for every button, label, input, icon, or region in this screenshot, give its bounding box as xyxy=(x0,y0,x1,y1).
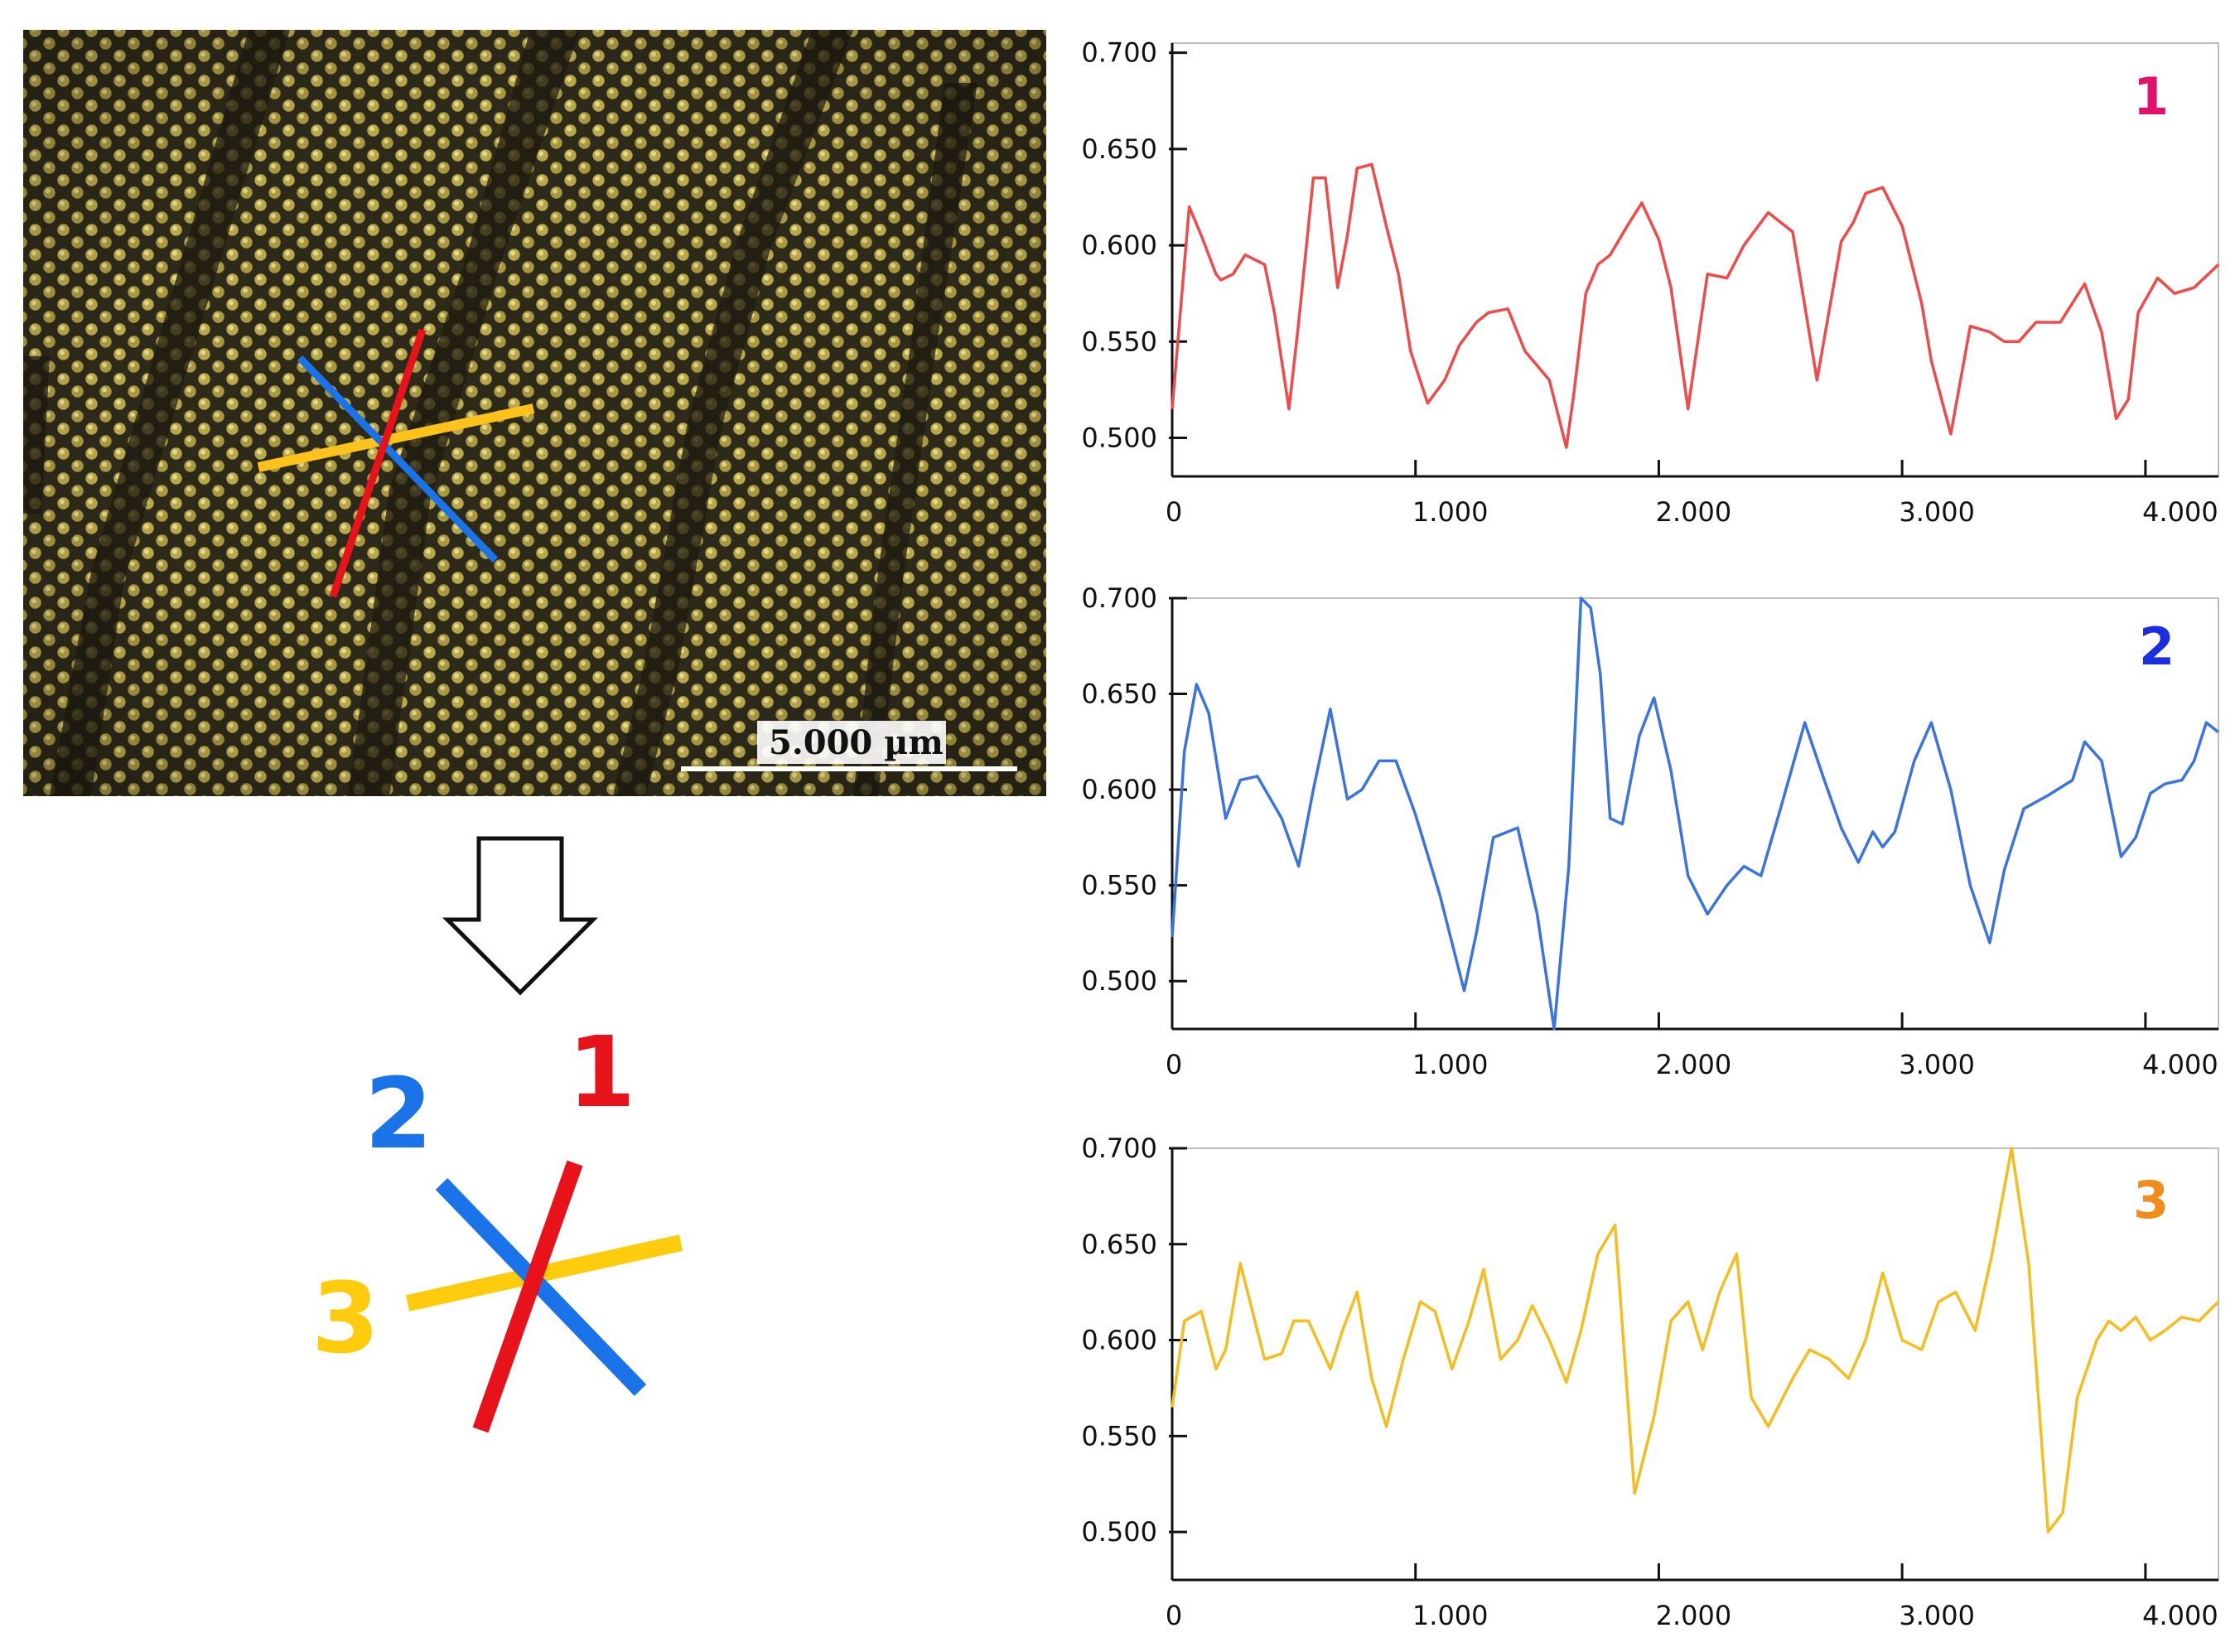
series-line xyxy=(1171,597,2220,1031)
y-tick-label: 0.700 xyxy=(1081,582,1157,614)
legend-line-2 xyxy=(435,1178,647,1396)
y-tick-label: 0.550 xyxy=(1081,1420,1157,1452)
y-tick-label: 0.550 xyxy=(1081,870,1157,901)
chart-panel-label: 1 xyxy=(2133,66,2169,127)
micrograph: 5.000 µm xyxy=(23,30,1046,796)
y-tick-label: 0.500 xyxy=(1081,965,1157,997)
x-tick-label: 2.000 xyxy=(1656,1049,1732,1080)
y-tick-label: 0.600 xyxy=(1081,1325,1157,1356)
profile-chart-1: 0.500 0.550 0.600 0.650 0.700 0 1.000 2.000 3.00… xyxy=(1081,37,2220,528)
x-tick-label: 2.000 xyxy=(1656,1600,1732,1631)
plot-frame xyxy=(1171,597,2219,1030)
x-tick-label: 2.000 xyxy=(1656,496,1732,528)
scan-lines-overlay xyxy=(257,328,535,598)
y-tick-label: 0.650 xyxy=(1081,133,1157,165)
x-tick-label: 3.000 xyxy=(1899,1600,1975,1631)
vignette xyxy=(23,30,1046,796)
x-tick-label: 4.000 xyxy=(2142,496,2218,528)
y-tick-label: 0.650 xyxy=(1081,1229,1157,1260)
y-tick-label: 0.600 xyxy=(1081,774,1157,805)
y-tick-label: 0.700 xyxy=(1081,37,1157,69)
x-tick-label: 3.000 xyxy=(1899,496,1975,528)
scale-bar-label: 5.000 µm xyxy=(769,723,944,762)
x-tick-label: 4.000 xyxy=(2142,1049,2218,1080)
chart-panel-label: 2 xyxy=(2139,616,2175,677)
y-tick-label: 0.700 xyxy=(1081,1133,1157,1164)
x-tick-label: 0 xyxy=(1166,1600,1182,1631)
scan-line-1 xyxy=(329,328,427,598)
y-tick-label: 0.500 xyxy=(1081,1516,1157,1548)
legend-label-1: 1 xyxy=(567,1015,635,1129)
scan-line-3 xyxy=(257,403,535,472)
y-tick-label: 0.650 xyxy=(1081,679,1157,710)
profile-chart-3: 0.500 0.550 0.600 0.650 0.700 0 1.000 2.000 3.00… xyxy=(1081,1133,2220,1631)
x-tick-label: 3.000 xyxy=(1899,1049,1975,1080)
plot-frame xyxy=(1171,42,2219,477)
series-line xyxy=(1171,1147,2220,1534)
x-tick-label: 1.000 xyxy=(1412,1600,1489,1631)
chart-panel-label: 3 xyxy=(2133,1170,2169,1230)
y-tick-label: 0.550 xyxy=(1081,326,1157,357)
x-tick-label: 0 xyxy=(1166,496,1182,528)
x-tick-label: 4.000 xyxy=(2142,1600,2218,1631)
profile-chart-2: 0.500 0.550 0.600 0.650 0.700 0 1.000 2.000 3.00… xyxy=(1081,582,2220,1080)
legend-line-1 xyxy=(472,1160,583,1433)
x-tick-label: 1.000 xyxy=(1412,496,1489,528)
legend-label-2: 2 xyxy=(364,1056,432,1171)
x-tick-label: 0 xyxy=(1166,1049,1182,1080)
down-arrow-icon xyxy=(442,836,599,996)
scan-line-2 xyxy=(297,355,499,563)
scale-bar-label-box xyxy=(757,721,946,764)
y-tick-label: 0.500 xyxy=(1081,423,1157,454)
series-line xyxy=(1171,162,2220,449)
x-tick-label: 1.000 xyxy=(1412,1049,1489,1080)
scan-legend: 1 2 3 xyxy=(311,1015,683,1433)
scale-bar: 5.000 µm xyxy=(681,721,1017,771)
legend-label-3: 3 xyxy=(311,1261,379,1375)
y-tick-label: 0.600 xyxy=(1081,229,1157,261)
